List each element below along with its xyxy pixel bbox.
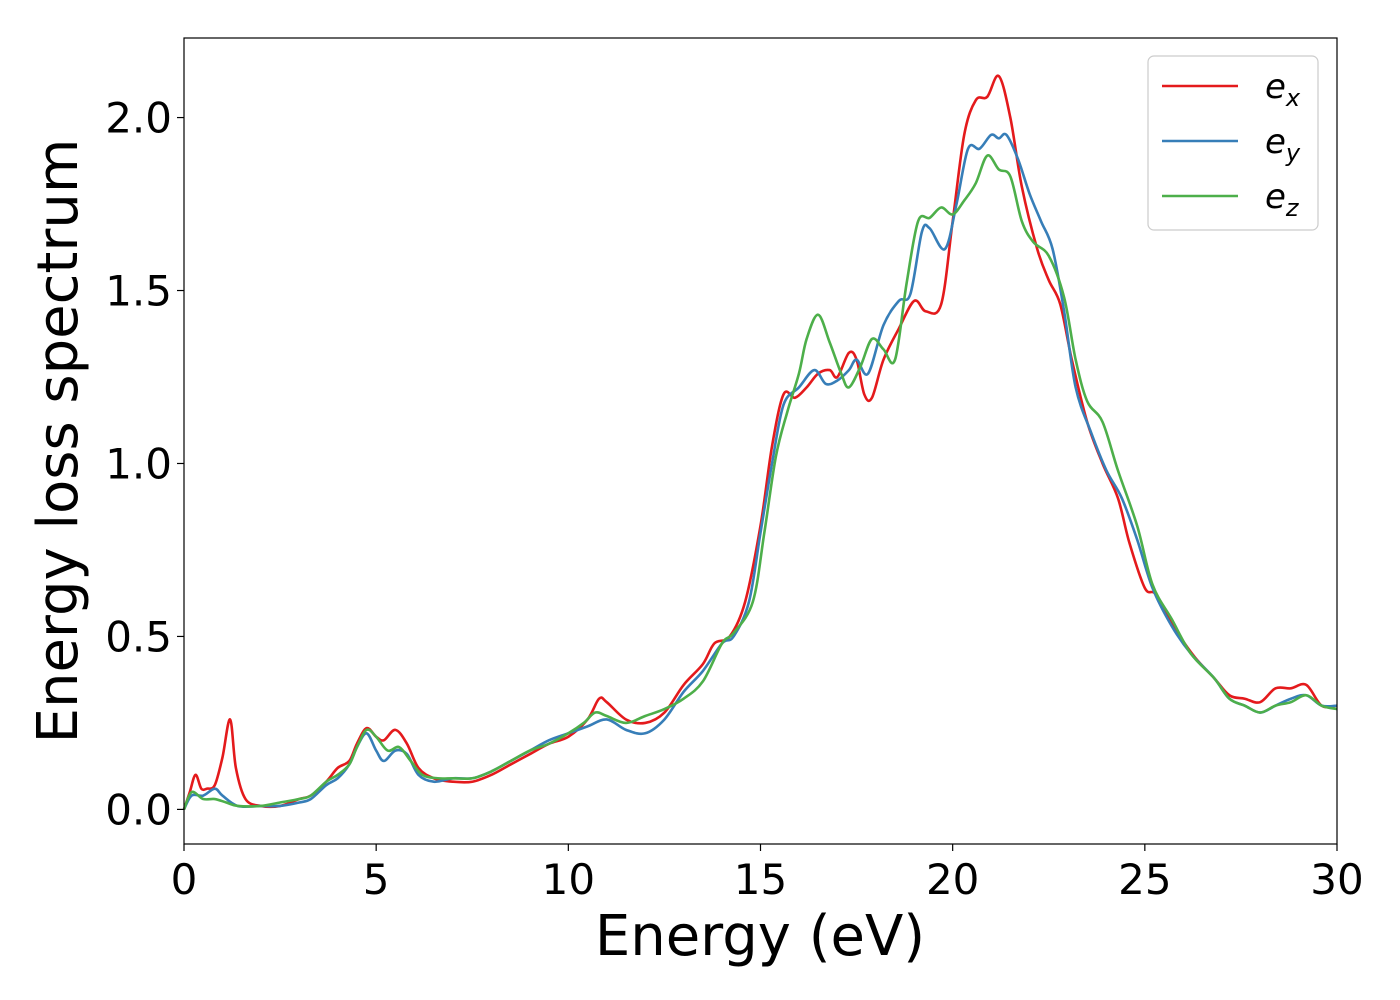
legend-label: ez <box>1265 177 1300 222</box>
plot-area-background <box>184 38 1337 844</box>
x-ticks: 0 5 10 15 20 25 30 <box>171 844 1364 904</box>
legend-entry-x: ex <box>1162 67 1301 112</box>
x-tick-label: 20 <box>926 855 979 904</box>
x-tick-label: 5 <box>363 855 390 904</box>
x-axis-title: Energy (eV) <box>595 904 925 969</box>
legend-entry-y: ey <box>1162 122 1301 167</box>
x-tick-label: 15 <box>734 855 787 904</box>
x-tick-label: 0 <box>171 855 198 904</box>
y-tick-label: 0.5 <box>105 612 172 661</box>
legend-entry-z: ez <box>1162 177 1300 222</box>
legend-label: ey <box>1265 122 1301 167</box>
x-tick-label: 10 <box>542 855 595 904</box>
y-tick-label: 0.0 <box>105 785 172 834</box>
legend-box <box>1147 55 1319 231</box>
y-ticks: 0.0 0.5 1.0 1.5 2.0 <box>105 94 184 834</box>
y-tick-label: 1.5 <box>105 267 172 316</box>
legend-entries: ex ey ez <box>1162 67 1301 222</box>
legend: ex ey ez <box>1147 55 1319 231</box>
series-line-z <box>182 154 1338 810</box>
x-tick-label: 25 <box>1118 855 1171 904</box>
y-tick-label: 2.0 <box>105 94 172 143</box>
legend-label: ex <box>1265 67 1301 112</box>
x-tick-label: 30 <box>1310 855 1363 904</box>
series-layer <box>182 74 1338 811</box>
y-axis-title: Energy loss spectrum <box>26 139 91 744</box>
y-tick-label: 1.0 <box>105 439 172 488</box>
